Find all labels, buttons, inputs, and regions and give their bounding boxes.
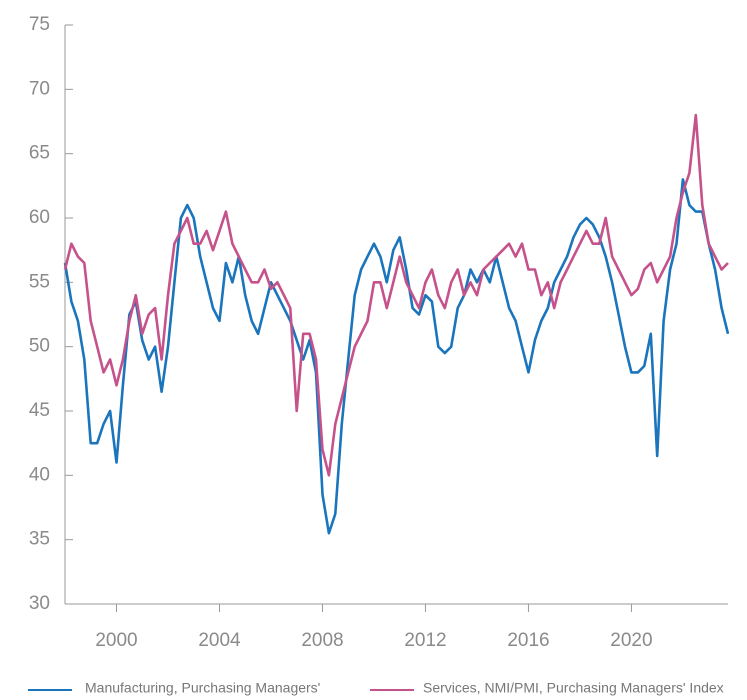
y-tick-label: 40 <box>29 464 50 485</box>
y-tick-label: 50 <box>29 336 50 357</box>
legend-label: Manufacturing, Purchasing Managers' <box>85 680 320 696</box>
x-tick-label: 2012 <box>404 630 446 651</box>
series-line <box>63 113 729 477</box>
series-line <box>63 178 730 535</box>
x-tick-label: 2008 <box>301 630 343 651</box>
legend-label: Services, NMI/PMI, Purchasing Managers' … <box>423 680 724 696</box>
x-tick-label: 2020 <box>610 630 652 651</box>
x-tick-label: 2016 <box>507 630 549 651</box>
y-tick-label: 30 <box>29 593 50 614</box>
y-tick-label: 35 <box>29 529 50 550</box>
y-tick-label: 55 <box>29 271 50 292</box>
y-tick-label: 60 <box>29 207 50 228</box>
y-tick-label: 45 <box>29 400 50 421</box>
y-tick-label: 65 <box>29 143 50 164</box>
x-tick-label: 2004 <box>198 630 241 651</box>
x-tick-label: 2000 <box>95 630 137 651</box>
y-tick-label: 75 <box>29 14 50 35</box>
y-tick-label: 70 <box>29 78 50 99</box>
